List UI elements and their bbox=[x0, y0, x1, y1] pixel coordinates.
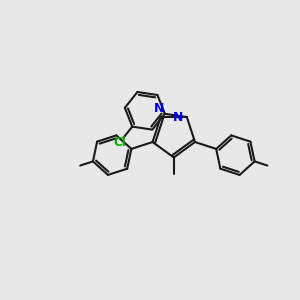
Text: N: N bbox=[172, 111, 183, 124]
Text: Cl: Cl bbox=[113, 136, 126, 149]
Text: N: N bbox=[154, 102, 164, 115]
